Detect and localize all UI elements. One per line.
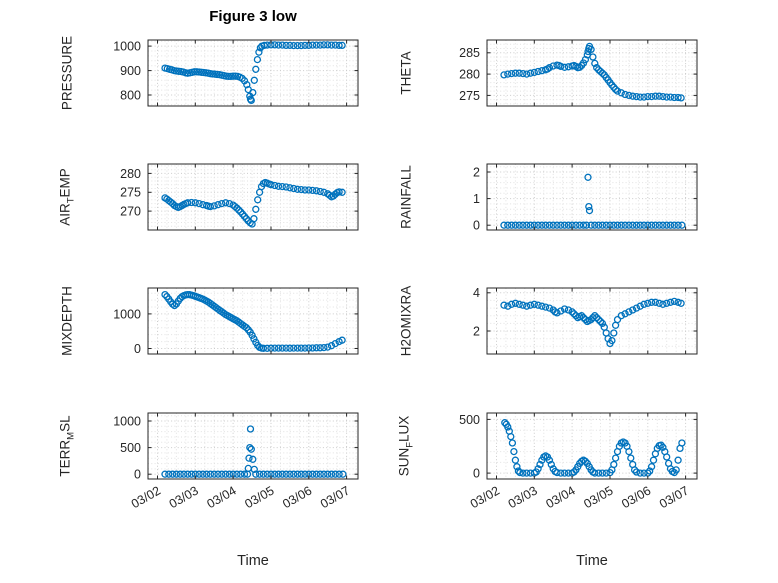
svg-text:03/04: 03/04 [544, 483, 578, 511]
ylabel-terrmsl: TERRMSL [57, 415, 77, 477]
scatter-plot-airtemp: 270 275 280 [120, 163, 359, 231]
x-axis-label-left: Time [237, 553, 269, 569]
svg-text:275: 275 [459, 89, 480, 103]
svg-text:1: 1 [473, 192, 480, 206]
svg-text:03/02: 03/02 [129, 483, 163, 511]
svg-text:0: 0 [473, 466, 480, 480]
svg-text:2: 2 [473, 165, 480, 179]
svg-text:03/04: 03/04 [205, 483, 239, 511]
svg-text:275: 275 [120, 186, 141, 200]
svg-text:0: 0 [473, 219, 480, 233]
svg-text:500: 500 [120, 441, 141, 455]
ylabel-airtemp: AIRTEMP [57, 168, 77, 226]
svg-text:270: 270 [120, 204, 141, 218]
ylabel-mixdepth: MIXDEPTH [59, 286, 75, 356]
svg-text:280: 280 [120, 167, 141, 181]
svg-text:03/06: 03/06 [280, 483, 314, 511]
svg-text:1000: 1000 [113, 307, 141, 321]
svg-text:03/05: 03/05 [242, 483, 276, 511]
ylabel-h2omixra: H2OMIXRA [398, 285, 414, 357]
svg-text:03/02: 03/02 [468, 483, 502, 511]
scatter-plot-sunflux: 0 500 03/02 03/03 03/04 03/05 03/06 03/07 [459, 412, 698, 511]
ylabel-sunflux: SUNFLUX [396, 415, 416, 477]
svg-text:0: 0 [134, 468, 141, 482]
svg-text:1000: 1000 [113, 39, 141, 53]
svg-text:03/07: 03/07 [657, 483, 691, 511]
scatter-plot-theta: 275 280 285 [459, 39, 698, 107]
svg-text:4: 4 [473, 286, 480, 300]
svg-text:2: 2 [473, 324, 480, 338]
ylabel-rainfall: RAINFALL [398, 165, 414, 229]
svg-text:03/03: 03/03 [506, 483, 540, 511]
svg-text:03/03: 03/03 [167, 483, 201, 511]
scatter-plot-h2omixra: 24 [473, 286, 698, 355]
svg-text:0: 0 [134, 342, 141, 356]
x-axis-label-right: Time [576, 553, 608, 569]
svg-text:1000: 1000 [113, 414, 141, 428]
scatter-plot-rainfall: 0 1 2 [473, 163, 698, 233]
svg-text:03/05: 03/05 [581, 483, 615, 511]
svg-text:280: 280 [459, 67, 480, 81]
svg-text:500: 500 [459, 413, 480, 427]
figure-title: Figure 3 low [209, 8, 297, 25]
ylabel-pressure: PRESSURE [59, 35, 75, 111]
scatter-plot-mixdepth: 0 1000 [113, 287, 359, 356]
ylabel-theta: THETA [398, 51, 414, 95]
svg-text:03/06: 03/06 [619, 483, 653, 511]
svg-text:900: 900 [120, 64, 141, 78]
svg-text:285: 285 [459, 46, 480, 60]
scatter-plot-terrmsl: 0 500 1000 03/02 03/03 03/04 03/05 03/06 03/07 [113, 412, 359, 511]
scatter-plot-pressure: 800 900 1000 [113, 39, 359, 107]
svg-text:03/07: 03/07 [318, 483, 352, 511]
svg-text:800: 800 [120, 88, 141, 102]
